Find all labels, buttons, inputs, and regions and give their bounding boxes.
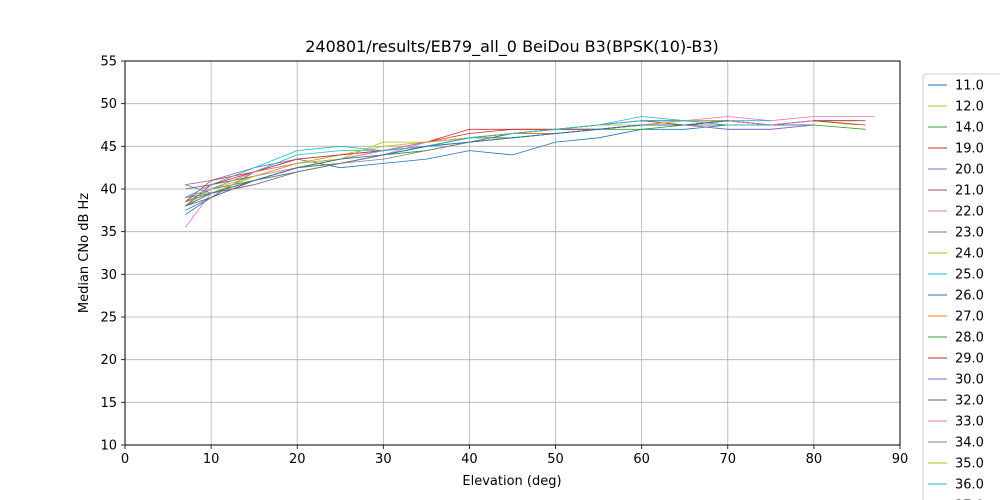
legend-label: 28.0 [955,331,984,346]
y-tick-label: 55 [100,55,117,70]
legend-label: 26.0 [955,289,984,304]
legend-frame [922,73,1000,500]
y-axis-title: Median CNo dB Hz [77,193,92,313]
y-tick-label: 15 [100,396,117,411]
x-tick-label: 40 [461,452,478,467]
legend-label: 11.0 [955,79,984,94]
series-line-35.0 [185,120,728,207]
legend-label: 33.0 [955,415,984,430]
legend-label: 37.0 [955,499,984,500]
legend-label: 34.0 [955,436,984,451]
y-tick-label: 40 [100,183,117,198]
legend-label: 27.0 [955,310,984,325]
axis-ticks: 0 10 20 30 40 50 60 70 80 90 10 15 20 25 30 35 40 45 50 55 [100,55,908,468]
legend-label: 32.0 [955,394,984,409]
x-tick-label: 60 [633,452,650,467]
legend-label: 29.0 [955,352,984,367]
y-tick-label: 30 [100,268,117,283]
legend-label: 23.0 [955,226,984,241]
y-tick-label: 45 [100,140,117,155]
series-lines [184,116,875,228]
legend: 11.0 12.0 14.0 19.0 20.0 21.0 22.0 23.0 24.0 25.0… [922,73,1000,500]
y-tick-label: 50 [100,97,117,112]
legend-label: 35.0 [955,457,984,472]
x-tick-label: 50 [547,452,564,467]
plot-frame [124,60,901,446]
x-tick-label: 10 [203,452,220,467]
chart-title: 240801/results/EB79_all_0 BeiDou B3(BPSK… [305,37,719,57]
y-tick-label: 20 [100,353,117,368]
legend-label: 12.0 [955,100,984,115]
legend-label: 19.0 [955,142,984,157]
legend-label: 20.0 [955,163,984,178]
legend-label: 21.0 [955,184,984,199]
x-tick-label: 30 [375,452,392,467]
legend-label: 14.0 [955,121,984,136]
series-line-37.0 [185,120,728,207]
x-axis-title: Elevation (deg) [462,474,561,489]
legend-label: 30.0 [955,373,984,388]
legend-label: 22.0 [955,205,984,220]
legend-label: 25.0 [955,268,984,283]
x-tick-label: 90 [892,452,909,467]
y-tick-label: 35 [100,225,117,240]
y-tick-label: 25 [100,311,117,326]
y-tick-label: 10 [100,439,117,454]
legend-label: 24.0 [955,247,984,262]
x-tick-label: 80 [806,452,823,467]
x-tick-label: 0 [121,452,129,467]
x-tick-label: 70 [720,452,737,467]
legend-label: 36.0 [955,478,984,493]
x-tick-label: 20 [289,452,306,467]
series-line-36.0 [185,120,771,198]
